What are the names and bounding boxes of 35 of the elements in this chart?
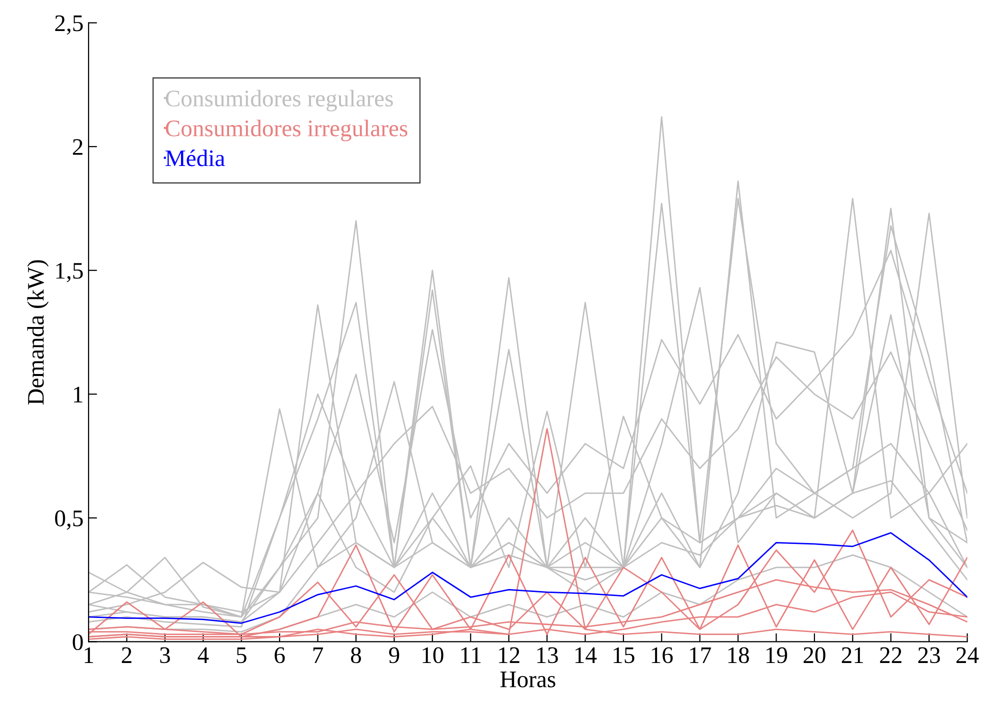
x-axis-title: Horas: [500, 672, 556, 688]
y-tick-label: 1,5: [56, 262, 83, 282]
x-tick-label: 23: [918, 647, 940, 664]
x-tick-label: 11: [461, 647, 481, 663]
x-tick-label: 24: [956, 647, 979, 663]
x-tick-label: 21: [842, 647, 864, 663]
x-tick-label: 5: [236, 647, 246, 664]
x-tick-label: 14: [575, 647, 597, 663]
x-tick-label: 20: [804, 647, 826, 664]
y-tick-label: 2,5: [55, 15, 83, 35]
x-tick-label: 2: [122, 647, 132, 663]
x-tick-label: 4: [198, 647, 209, 663]
x-tick-label: 15: [614, 647, 634, 664]
x-tick-label: 6: [274, 647, 285, 664]
x-tick-label: 9: [389, 647, 400, 664]
x-tick-label: 18: [728, 647, 749, 664]
x-tick-label: 12: [499, 647, 520, 663]
legend-label: Média: [166, 150, 225, 166]
x-tick-label: 17: [690, 647, 711, 663]
x-tick-label: 10: [422, 647, 444, 664]
y-tick-label: 1: [74, 386, 82, 402]
x-tick-label: 3: [160, 647, 170, 664]
y-tick-label: 2: [72, 139, 82, 155]
y-axis-title: Demanda (kW): [27, 260, 49, 405]
x-tick-label: 7: [313, 647, 324, 663]
x-tick-label: 1: [84, 647, 94, 663]
legend-label: Consumidores regulares: [166, 90, 393, 112]
x-tick-label: 19: [766, 647, 788, 664]
legend-label: Consumidores irregulares: [166, 120, 408, 142]
x-tick-label: 22: [880, 647, 902, 663]
y-tick-label: 0,5: [55, 510, 83, 530]
y-tick-label: 0: [72, 634, 83, 650]
x-tick-label: 16: [652, 647, 673, 664]
x-tick-label: 8: [350, 647, 361, 664]
x-tick-label: 13: [537, 647, 558, 664]
